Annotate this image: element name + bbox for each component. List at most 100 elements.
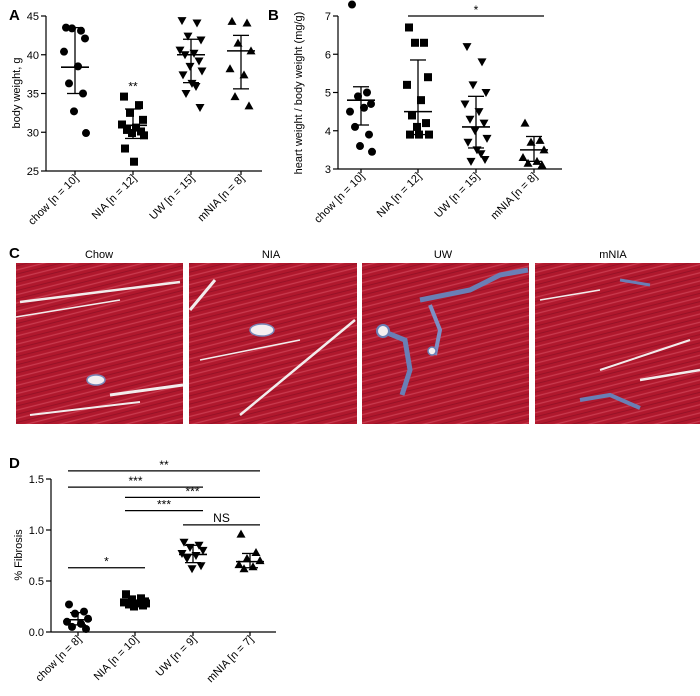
panel-b-data-point — [405, 23, 413, 32]
panel-a-data-point — [197, 67, 207, 76]
panel-b-data-point — [408, 111, 416, 120]
panel-letter-b: B — [268, 7, 279, 24]
panel-letter-a: A — [9, 7, 20, 24]
panel-a-data-point — [132, 123, 140, 132]
panel-b-data-point — [479, 119, 489, 128]
panel-a-data-point — [126, 108, 134, 117]
panel-a-data-point — [194, 57, 204, 66]
panel-b-xtick-label: NIA [n = 12] — [375, 171, 424, 220]
panel-d-data-point — [130, 602, 138, 611]
micrograph-uw — [362, 263, 529, 424]
panel-d-xtick-label: UW [n = 9] — [154, 634, 199, 679]
micrograph-chow — [15, 263, 184, 424]
panel-b-data-point — [466, 157, 476, 166]
panel-a-data-point — [195, 103, 205, 112]
panel-a-data-point — [130, 157, 138, 166]
panel-a-data-point — [140, 131, 148, 140]
panel-d-chart: % Fibrosis 0.0 0.5 1.0 1.5 chow [n = 8] NIA [… — [13, 458, 276, 685]
panel-a-data-point — [68, 24, 76, 33]
panel-d-significance-mark: ** — [159, 458, 169, 472]
panel-d-data-point — [80, 607, 88, 616]
panel-b-data-point — [463, 138, 473, 147]
panel-a-data-point — [185, 62, 195, 71]
panel-d-data-point — [236, 529, 246, 538]
panel-a-data-point — [192, 19, 202, 28]
panel-d-data-point — [71, 609, 79, 618]
panel-a-ytick-label: 25 — [27, 166, 39, 178]
panel-d-ytick-label: 0.0 — [29, 627, 44, 639]
panel-a-xtick-label: UW [n = 15] — [147, 173, 197, 223]
panel-a-ytick-label: 40 — [27, 50, 39, 62]
panel-d-significance-mark: * — [104, 555, 109, 569]
panel-d-xtick-label: NIA [n = 10] — [92, 634, 141, 683]
panel-a-data-point — [82, 129, 90, 138]
panel-d-data-point — [84, 614, 92, 623]
panel-a-data-point — [175, 46, 185, 55]
panel-b-data-point — [363, 88, 371, 97]
panel-b-data-point — [477, 58, 487, 67]
panel-b-ytick-label: 5 — [325, 88, 331, 100]
panel-a-data-point — [135, 101, 143, 110]
panel-a-data-point — [120, 92, 128, 101]
panel-letter-d: D — [9, 455, 20, 472]
panel-b-data-point — [417, 96, 425, 105]
panel-a-data-point — [225, 64, 235, 73]
panel-a-data-point — [233, 38, 243, 47]
panel-d-ytick-label: 0.5 — [29, 576, 44, 588]
panel-b-data-point — [462, 43, 472, 52]
panel-b-data-point — [482, 134, 492, 143]
panel-a-data-point — [178, 71, 188, 80]
panel-a-ytick-label: 45 — [27, 11, 39, 23]
micrograph-mnia — [535, 263, 700, 424]
panel-b-data-point — [520, 118, 530, 127]
micrograph-label-nia: NIA — [262, 249, 281, 261]
panel-b-ytick-label: 6 — [325, 49, 331, 61]
panel-d-data-point — [234, 560, 244, 569]
panel-a-data-point — [187, 79, 197, 88]
micrograph-label-mnia: mNIA — [599, 249, 627, 261]
panel-a-data-point — [70, 107, 78, 116]
panel-b-xtick-label: chow [n = 10] — [312, 171, 367, 226]
panel-b-ytick-label: 4 — [325, 126, 331, 138]
panel-a-data-point — [60, 47, 68, 56]
panel-a-data-point — [196, 36, 206, 45]
panel-b-data-point — [476, 150, 486, 159]
panel-b-data-point — [360, 103, 368, 112]
panel-a-data-point — [239, 70, 249, 79]
panel-a-data-point — [128, 129, 136, 138]
panel-d-data-point — [142, 599, 150, 608]
panel-a-ytick-label: 30 — [27, 127, 39, 139]
panel-b-xtick-label: mNIA [n = 8] — [489, 171, 541, 223]
panel-b-data-point — [523, 158, 533, 167]
panel-d-data-point — [242, 554, 252, 563]
panel-b-data-point — [346, 107, 354, 116]
panel-d-significance-mark: *** — [185, 484, 199, 498]
panel-d-data-point — [128, 595, 136, 604]
panel-b-significance-mark: * — [474, 3, 479, 17]
panel-a-xtick-label: chow [n = 10] — [26, 173, 81, 228]
panel-d-xtick-label: chow [n = 8] — [33, 634, 84, 685]
panel-b-data-point — [474, 108, 484, 117]
panel-d-data-point — [196, 562, 206, 571]
panel-b-data-point — [480, 155, 490, 164]
panel-d-xtick-label: mNIA [n = 7] — [205, 634, 257, 686]
panel-b-ylabel: heart weight / body weight (mg/g) — [293, 12, 305, 175]
panel-b-data-point — [481, 89, 491, 97]
panel-a-data-point — [191, 83, 201, 92]
panel-a-data-point — [121, 144, 129, 153]
panel-d-data-point — [65, 600, 73, 609]
panel-b-chart: heart weight / body weight (mg/g) 3 4 5 6 7 c… — [293, 0, 562, 226]
panel-b-data-point — [526, 137, 536, 146]
panel-d-ytick-label: 1.5 — [29, 474, 44, 486]
panel-b-data-point — [368, 147, 376, 156]
panel-d-data-point — [68, 622, 76, 631]
panel-b-xtick-label: UW [n = 15] — [432, 171, 482, 221]
panel-d-data-point — [122, 590, 130, 599]
panel-b-data-point — [354, 92, 362, 101]
panel-b-data-point — [422, 119, 430, 128]
panel-d-data-point — [187, 565, 197, 574]
panel-d-data-point — [182, 555, 192, 564]
panel-a-xtick-label: mNIA [n = 8] — [196, 173, 248, 225]
panel-a-data-point — [123, 125, 131, 134]
panel-d-ylabel: % Fibrosis — [13, 529, 25, 581]
